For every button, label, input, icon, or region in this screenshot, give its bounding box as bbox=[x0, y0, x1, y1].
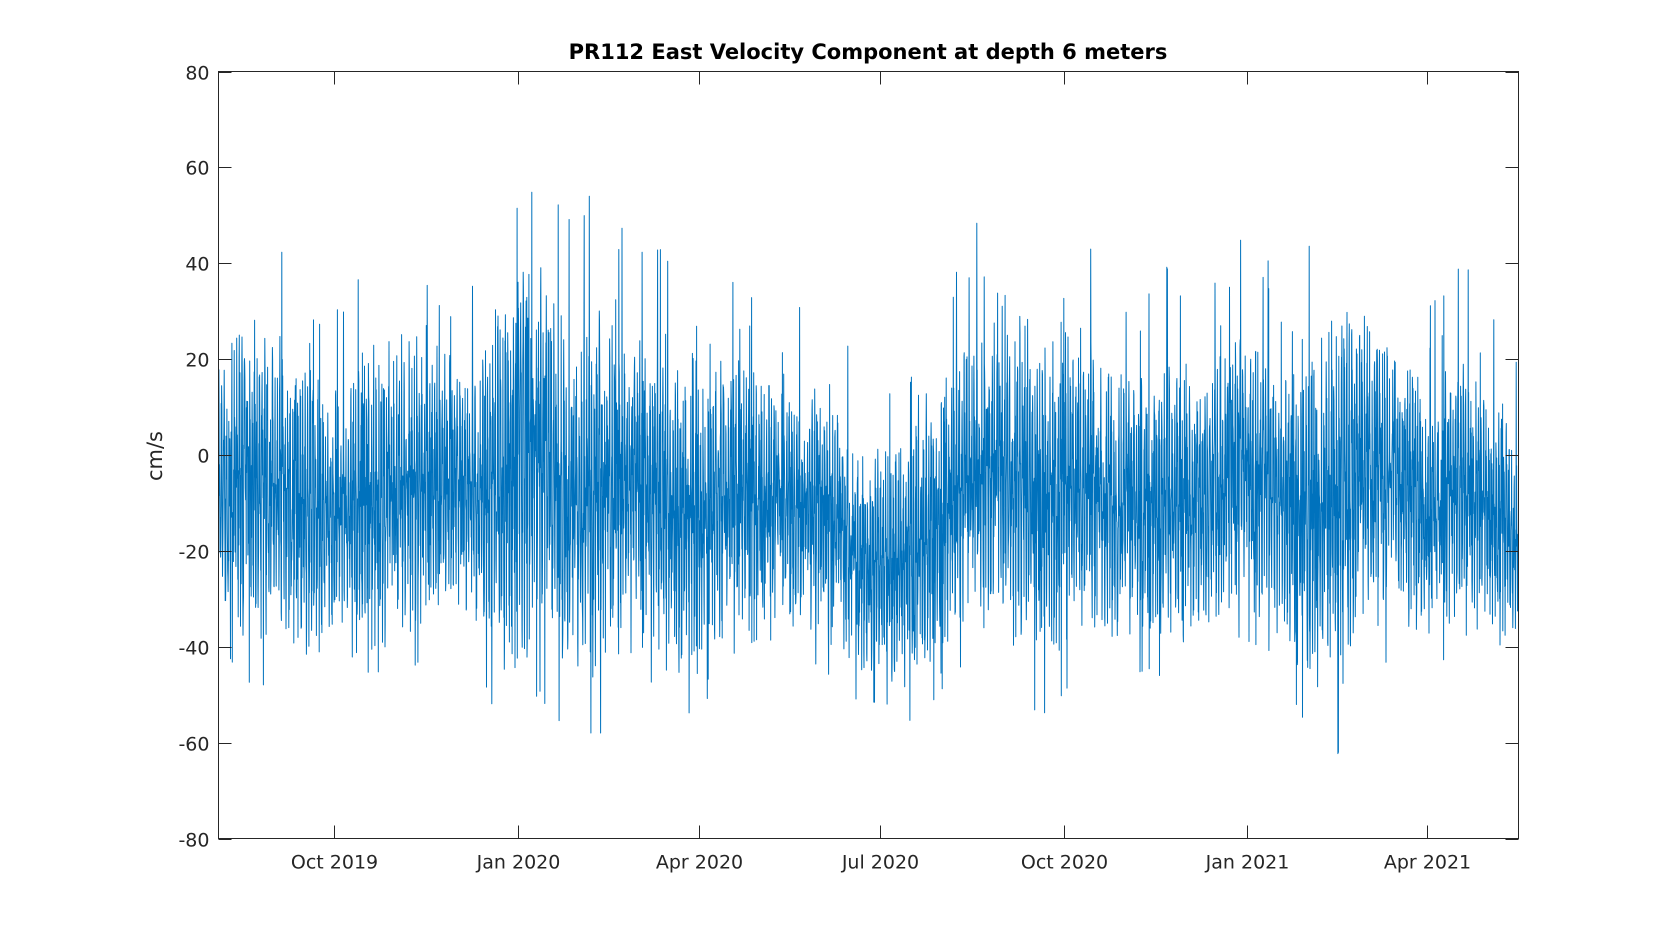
y-tick-label: -60 bbox=[178, 734, 209, 756]
x-tick-label: Oct 2019 bbox=[291, 852, 378, 874]
y-tick-label: 40 bbox=[185, 254, 209, 276]
x-tick-label: Jan 2020 bbox=[476, 852, 561, 874]
x-tick-label: Apr 2021 bbox=[1384, 852, 1471, 874]
y-tick-label: -40 bbox=[178, 638, 209, 660]
y-tick-label: -80 bbox=[178, 830, 209, 852]
y-axis-label: cm/s bbox=[143, 431, 167, 481]
chart-title: PR112 East Velocity Component at depth 6… bbox=[569, 40, 1168, 64]
x-tick-label: Jul 2020 bbox=[841, 852, 919, 874]
series-line bbox=[218, 191, 1519, 755]
y-tick-label: 80 bbox=[185, 63, 209, 85]
x-tick-label: Oct 2020 bbox=[1021, 852, 1108, 874]
y-tick-label: -20 bbox=[178, 542, 209, 564]
y-tick-label: 20 bbox=[185, 350, 209, 372]
x-tick-label: Jan 2021 bbox=[1205, 852, 1290, 874]
y-tick-label: 0 bbox=[197, 446, 209, 468]
x-tick-label: Apr 2020 bbox=[656, 852, 743, 874]
y-tick-label: 60 bbox=[185, 158, 209, 180]
plot-area bbox=[218, 191, 1519, 755]
axes-frame bbox=[218, 71, 1519, 839]
axis-ticks: -80 -60 -40 -20 0 20 40 60 80 Oct 2019 Jan 2020 Apr… bbox=[178, 63, 1519, 874]
